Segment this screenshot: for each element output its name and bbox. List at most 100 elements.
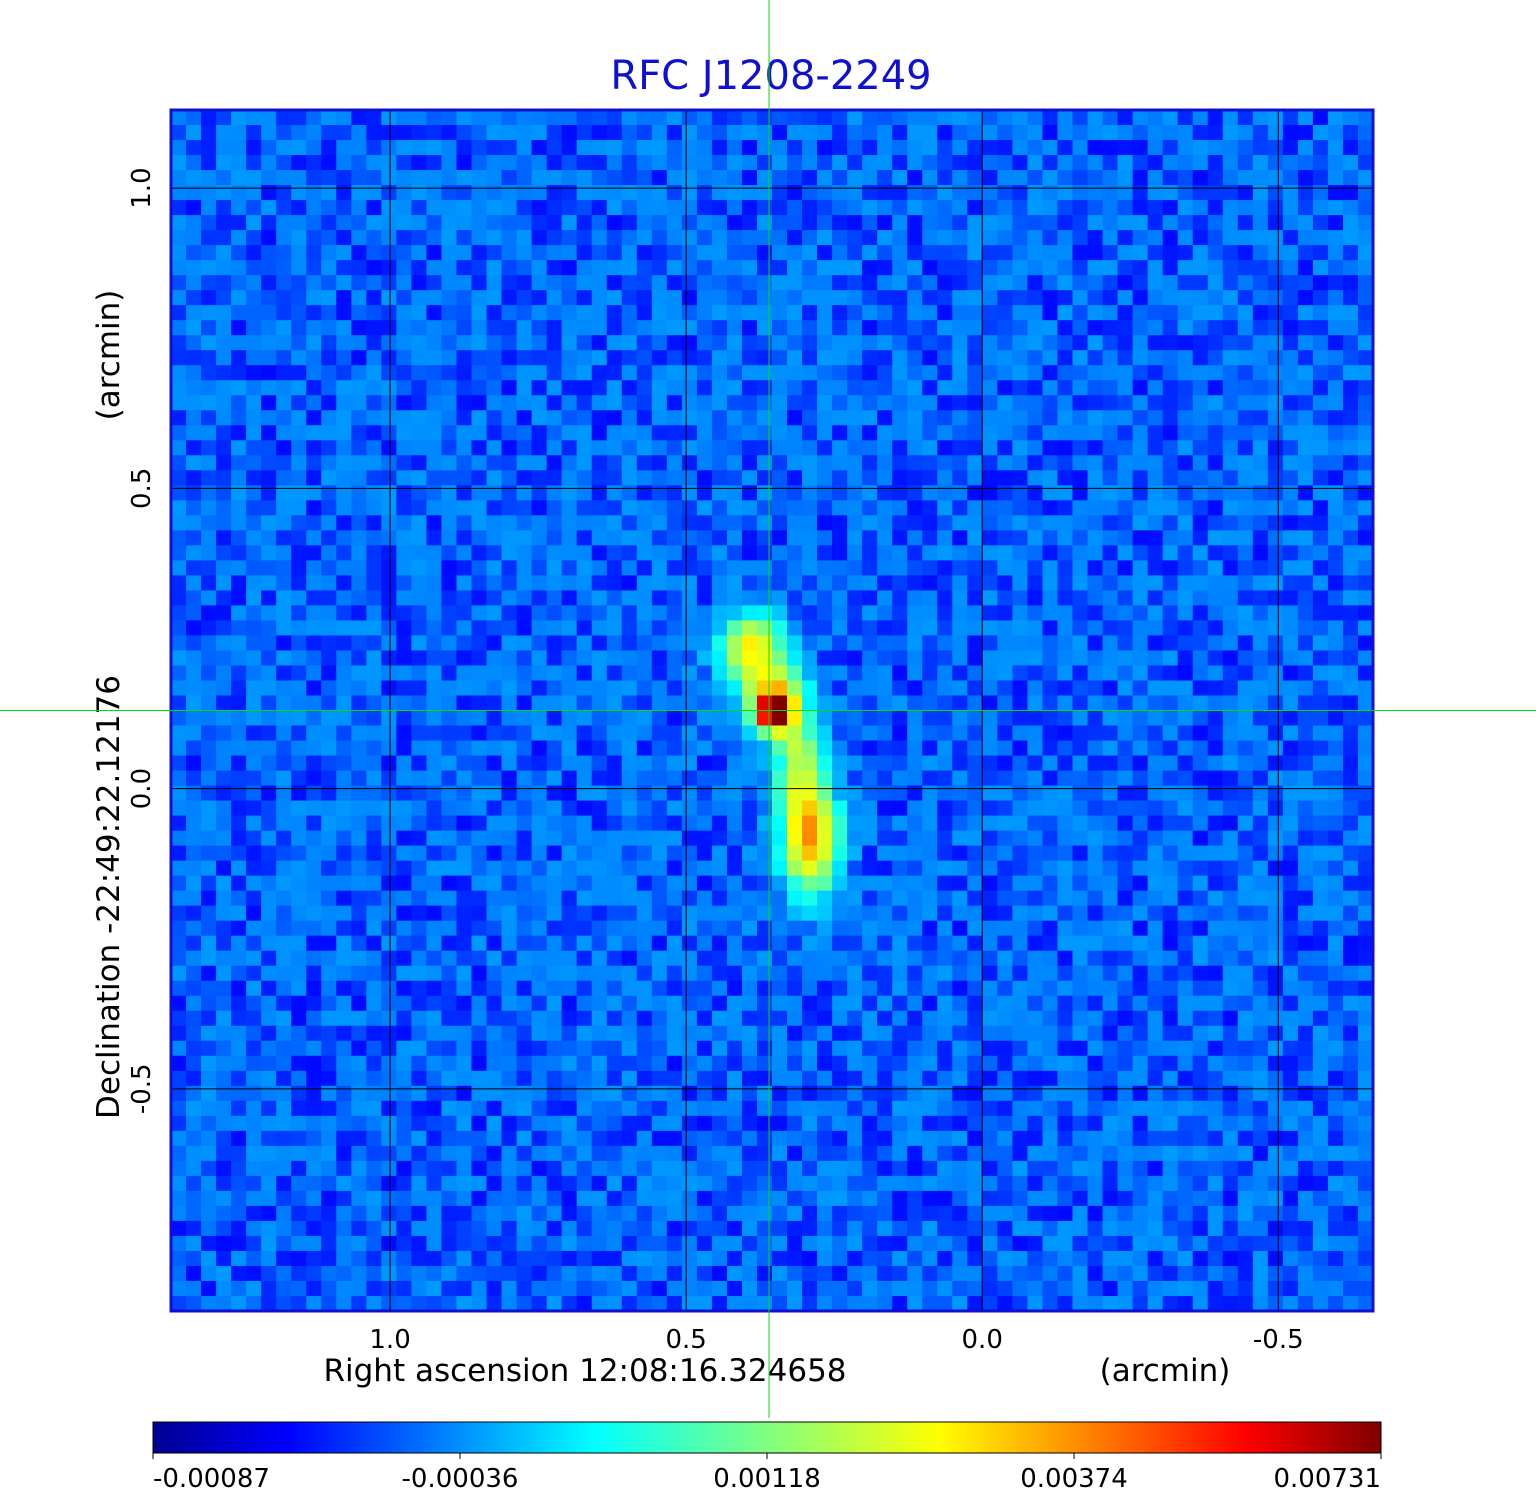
- heatmap-cell: [396, 1280, 413, 1297]
- heatmap-cell: [486, 785, 503, 802]
- heatmap-cell: [291, 125, 307, 141]
- heatmap-cell: [216, 515, 232, 531]
- heatmap-cell: [1087, 455, 1104, 471]
- heatmap-cell: [967, 905, 983, 922]
- heatmap-cell: [892, 1085, 908, 1102]
- heatmap-cell: [756, 1190, 773, 1207]
- heatmap-cell: [937, 995, 953, 1012]
- heatmap-cell: [1027, 500, 1044, 516]
- heatmap-cell: [531, 230, 548, 246]
- heatmap-cell: [606, 1070, 623, 1087]
- heatmap-cell: [1012, 830, 1029, 847]
- heatmap-cell: [651, 590, 668, 607]
- heatmap-cell: [261, 1055, 277, 1072]
- heatmap-cell: [832, 815, 848, 832]
- heatmap-cell: [1057, 125, 1074, 141]
- heatmap-cell: [546, 1295, 563, 1312]
- heatmap-cell: [501, 710, 518, 727]
- heatmap-cell: [366, 125, 382, 141]
- heatmap-cell: [306, 1295, 322, 1312]
- heatmap-cell: [606, 1115, 623, 1132]
- heatmap-cell: [666, 605, 683, 622]
- heatmap-cell: [261, 185, 277, 201]
- heatmap-cell: [171, 1040, 187, 1057]
- heatmap-cell: [741, 800, 758, 817]
- heatmap-cell: [877, 320, 893, 336]
- heatmap-cell: [201, 290, 217, 306]
- heatmap-cell: [336, 125, 352, 141]
- heatmap-cell: [772, 710, 788, 727]
- heatmap-cell: [802, 530, 818, 546]
- heatmap-cell: [892, 875, 908, 892]
- heatmap-cell: [817, 440, 833, 456]
- heatmap-cell: [967, 110, 983, 126]
- heatmap-cell: [967, 740, 983, 757]
- heatmap-cell: [802, 245, 818, 261]
- heatmap-cell: [381, 1070, 397, 1087]
- heatmap-cell: [231, 530, 247, 546]
- heatmap-cell: [321, 110, 337, 126]
- heatmap-cell: [817, 410, 833, 426]
- heatmap-cell: [772, 1235, 788, 1252]
- heatmap-cell: [832, 800, 848, 817]
- heatmap-cell: [606, 140, 623, 156]
- heatmap-cell: [231, 470, 247, 486]
- heatmap-cell: [651, 440, 668, 456]
- heatmap-cell: [1087, 260, 1104, 276]
- heatmap-cell: [1102, 215, 1119, 231]
- heatmap-cell: [381, 575, 397, 591]
- heatmap-cell: [967, 995, 983, 1012]
- heatmap-cell: [576, 170, 593, 186]
- heatmap-cell: [576, 620, 593, 637]
- heatmap-cell: [1057, 275, 1074, 291]
- heatmap-cell: [306, 665, 322, 682]
- heatmap-cell: [396, 590, 413, 607]
- heatmap-cell: [741, 920, 758, 937]
- heatmap-cell: [862, 230, 878, 246]
- heatmap-cell: [636, 890, 653, 907]
- heatmap-cell: [877, 920, 893, 937]
- heatmap-cell: [726, 680, 743, 697]
- heatmap-cell: [261, 320, 277, 336]
- heatmap-cell: [246, 200, 262, 216]
- heatmap-cell: [531, 875, 548, 892]
- heatmap-cell: [982, 530, 998, 546]
- heatmap-cell: [426, 440, 443, 456]
- heatmap-cell: [892, 1190, 908, 1207]
- heatmap-cell: [516, 515, 533, 531]
- heatmap-cell: [892, 470, 908, 486]
- heatmap-cell: [787, 1220, 803, 1237]
- heatmap-cell: [937, 500, 953, 516]
- heatmap-cell: [201, 485, 217, 501]
- heatmap-cell: [741, 935, 758, 952]
- heatmap-cell: [937, 590, 953, 607]
- heatmap-cell: [501, 950, 518, 967]
- heatmap-cell: [306, 1145, 322, 1162]
- heatmap-cell: [546, 1265, 563, 1282]
- heatmap-cell: [922, 410, 938, 426]
- heatmap-cell: [726, 350, 743, 366]
- heatmap-cell: [576, 785, 593, 802]
- heatmap-cell: [877, 905, 893, 922]
- heatmap-cell: [952, 665, 968, 682]
- heatmap-cell: [456, 980, 473, 997]
- heatmap-cell: [892, 905, 908, 922]
- heatmap-cell: [1042, 1175, 1059, 1192]
- heatmap-cell: [1042, 995, 1059, 1012]
- heatmap-cell: [576, 815, 593, 832]
- heatmap-cell: [666, 140, 683, 156]
- heatmap-cell: [772, 305, 788, 321]
- heatmap-cell: [456, 1085, 473, 1102]
- heatmap-cell: [892, 590, 908, 607]
- heatmap-cell: [201, 620, 217, 637]
- heatmap-cell: [336, 965, 352, 982]
- heatmap-cell: [276, 860, 292, 877]
- heatmap-cell: [606, 485, 623, 501]
- heatmap-cell: [441, 125, 458, 141]
- heatmap-cell: [937, 335, 953, 351]
- heatmap-cell: [231, 215, 247, 231]
- heatmap-cell: [591, 140, 608, 156]
- heatmap-cell: [1087, 155, 1104, 171]
- heatmap-cell: [651, 455, 668, 471]
- heatmap-cell: [396, 365, 413, 381]
